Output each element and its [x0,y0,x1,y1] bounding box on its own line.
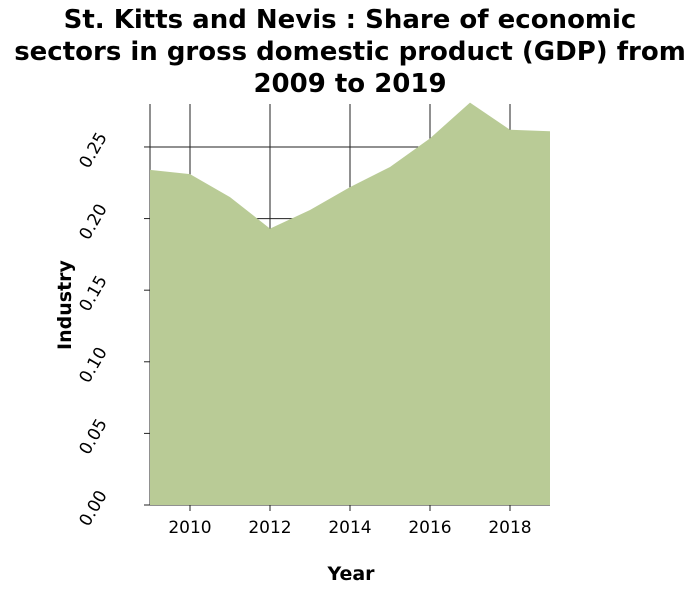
area-series [149,102,551,505]
x-tick-label: 2012 [248,518,291,538]
x-axis-label: Year [326,563,375,585]
x-tick-label: 2014 [328,518,371,538]
area-series-0 [150,102,550,505]
chart-title-line-1: St. Kitts and Nevis : Share of economic [63,5,637,35]
y-tick-label: 0.15 [76,272,112,315]
chart-title-line-3: 2009 to 2019 [253,69,447,99]
y-tick-label: 0.00 [76,487,112,530]
chart-title: St. Kitts and Nevis : Share of economic … [0,4,700,100]
chart-title-line-2: sectors in gross domestic product (GDP) … [14,37,686,67]
x-tick-label: 2018 [488,518,531,538]
y-tick-label: 0.25 [76,129,112,172]
y-tick-label: 0.20 [76,201,112,244]
y-tick-label: 0.05 [76,415,112,458]
y-tick-label: 0.10 [76,344,112,387]
x-tick-label: 2010 [168,518,211,538]
y-axis-label: Industry [54,259,76,349]
axis-ticks: 2010 2012 2014 2016 2018 0.00 0.05 0.10 0.15 0.20… [76,129,532,538]
x-tick-label: 2016 [408,518,451,538]
